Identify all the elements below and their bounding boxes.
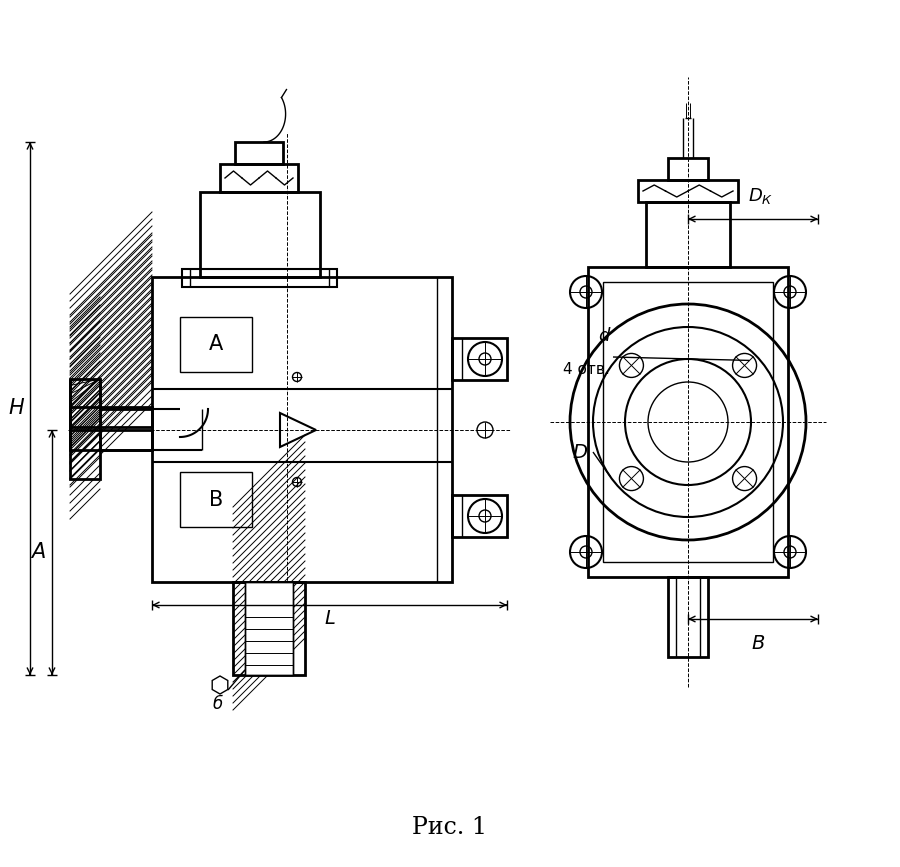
Bar — [70, 430, 152, 450]
Text: A: A — [209, 335, 223, 355]
Bar — [233, 582, 305, 675]
Text: A: A — [31, 543, 45, 563]
Bar — [245, 582, 293, 675]
Bar — [220, 164, 298, 192]
Bar — [180, 317, 252, 372]
Text: H: H — [8, 399, 24, 419]
Text: $D_{К}$: $D_{К}$ — [749, 186, 774, 206]
Text: B: B — [209, 490, 223, 510]
Bar — [70, 407, 152, 427]
Bar — [452, 338, 507, 380]
Bar — [200, 192, 320, 277]
Bar — [668, 158, 708, 180]
Bar — [70, 379, 100, 479]
Bar — [180, 472, 252, 527]
Bar — [182, 269, 337, 287]
Bar — [452, 495, 507, 537]
Bar — [668, 577, 708, 657]
Text: Рис. 1: Рис. 1 — [412, 816, 488, 838]
Bar — [603, 282, 773, 562]
Text: $D$: $D$ — [572, 442, 588, 461]
Bar — [646, 202, 730, 267]
Text: L: L — [324, 610, 335, 629]
Bar — [245, 582, 293, 675]
Bar — [152, 277, 452, 582]
Text: d: d — [598, 327, 610, 345]
Bar — [235, 142, 283, 164]
Bar — [588, 267, 788, 577]
Text: 4 отв.: 4 отв. — [563, 362, 610, 377]
Text: б: б — [213, 695, 223, 713]
Text: $B$: $B$ — [751, 634, 765, 653]
Bar — [638, 180, 738, 202]
